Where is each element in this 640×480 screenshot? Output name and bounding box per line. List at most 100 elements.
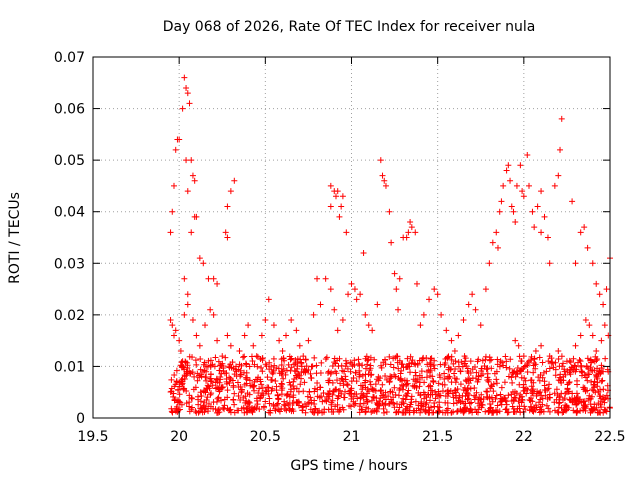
data-point <box>441 361 448 368</box>
data-point <box>290 408 297 415</box>
data-point <box>573 401 580 408</box>
data-point <box>262 361 269 368</box>
data-point <box>452 358 459 365</box>
data-point <box>473 408 480 415</box>
data-point <box>457 399 464 406</box>
data-point <box>584 355 591 362</box>
data-point <box>522 406 529 413</box>
data-point <box>327 203 334 210</box>
data-point <box>379 381 386 388</box>
data-point <box>391 371 398 378</box>
data-point <box>334 406 341 413</box>
data-point <box>266 395 273 402</box>
data-point <box>521 403 528 410</box>
data-point <box>598 378 605 385</box>
data-point <box>430 362 437 369</box>
data-point <box>563 389 570 396</box>
data-point <box>270 322 277 329</box>
data-point <box>207 306 214 313</box>
data-point <box>177 399 184 406</box>
data-point <box>411 407 418 414</box>
data-point <box>430 378 437 385</box>
data-point <box>236 347 243 354</box>
data-point <box>390 355 397 362</box>
data-point <box>181 275 188 282</box>
data-point <box>545 358 552 365</box>
data-point <box>563 403 570 410</box>
data-point <box>577 363 584 370</box>
data-point <box>345 291 352 298</box>
data-point <box>543 368 550 375</box>
data-point <box>300 369 307 376</box>
data-point <box>601 322 608 329</box>
data-point <box>371 356 378 363</box>
data-point <box>294 399 301 406</box>
data-point <box>565 388 572 395</box>
x-tick-label: 22 <box>515 429 533 445</box>
data-point <box>412 361 419 368</box>
data-point <box>480 395 487 402</box>
data-point <box>181 385 188 392</box>
data-point <box>329 363 336 370</box>
data-point <box>436 372 443 379</box>
data-point <box>349 361 356 368</box>
data-point <box>572 260 579 267</box>
data-point <box>205 275 212 282</box>
data-point <box>237 397 244 404</box>
data-point <box>471 396 478 403</box>
data-point <box>572 342 579 349</box>
data-point <box>564 367 571 374</box>
data-point <box>358 394 365 401</box>
data-point <box>334 327 341 334</box>
data-point <box>313 370 320 377</box>
data-point <box>526 407 533 414</box>
data-point <box>338 375 345 382</box>
data-point <box>402 396 409 403</box>
data-point <box>513 182 520 189</box>
data-point <box>321 406 328 413</box>
data-point <box>403 405 410 412</box>
data-point <box>196 408 203 415</box>
data-point <box>322 275 329 282</box>
data-point <box>592 371 599 378</box>
data-point <box>528 353 535 360</box>
data-point <box>369 385 376 392</box>
data-point <box>318 359 325 366</box>
data-point <box>367 365 374 372</box>
data-point <box>241 332 248 339</box>
data-point <box>549 359 556 366</box>
data-point <box>262 317 269 324</box>
data-point <box>417 392 424 399</box>
data-point <box>258 381 265 388</box>
data-point <box>465 301 472 308</box>
data-point <box>518 358 525 365</box>
data-point <box>541 213 548 220</box>
data-point <box>598 404 605 411</box>
data-point <box>595 389 602 396</box>
data-point <box>374 301 381 308</box>
data-point <box>193 332 200 339</box>
data-point <box>531 356 538 363</box>
data-point <box>229 359 236 366</box>
data-point <box>276 370 283 377</box>
data-point <box>494 244 501 251</box>
data-point <box>501 379 508 386</box>
data-point <box>594 383 601 390</box>
data-point <box>231 401 238 408</box>
data-point <box>169 208 176 215</box>
data-point <box>168 385 175 392</box>
data-point <box>306 389 313 396</box>
data-point <box>226 407 233 414</box>
data-point <box>245 322 252 329</box>
data-point <box>512 373 519 380</box>
data-point <box>477 396 484 403</box>
data-point <box>176 136 183 143</box>
data-point <box>327 286 334 293</box>
data-point <box>327 370 334 377</box>
data-point <box>573 366 580 373</box>
data-point <box>399 361 406 368</box>
data-point <box>183 84 190 91</box>
data-point <box>382 182 389 189</box>
data-point <box>188 229 195 236</box>
data-point <box>295 388 302 395</box>
